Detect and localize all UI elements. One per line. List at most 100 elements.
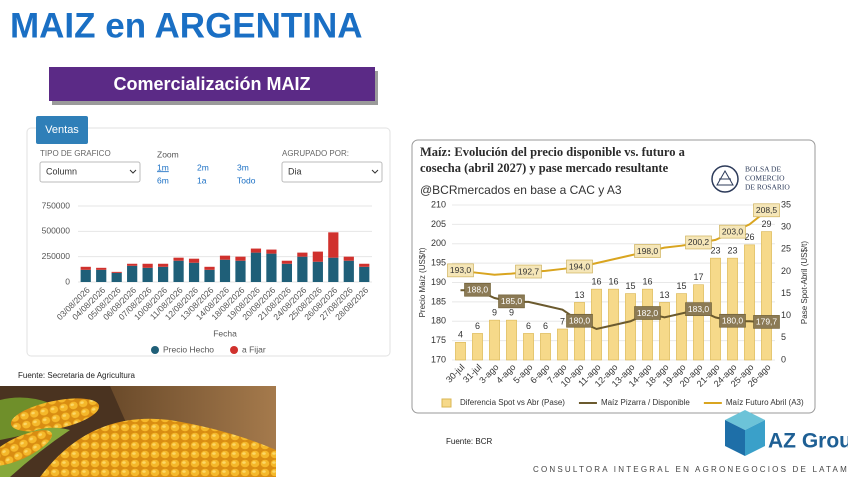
bar-segment xyxy=(297,252,308,257)
bar-segment xyxy=(281,260,293,264)
line xyxy=(460,210,768,276)
bar-value-label: 15 xyxy=(625,281,635,291)
value-label: 208,5 xyxy=(756,205,778,215)
bar-segment xyxy=(173,260,184,282)
bcr-logo-text: DE ROSARIO xyxy=(745,183,790,192)
y2-tick-label: 20 xyxy=(781,266,791,276)
bar-value-label: 16 xyxy=(642,277,652,287)
value-label: 183,0 xyxy=(688,304,710,314)
bar-segment xyxy=(127,263,138,266)
y-axis-title: Precio Maíz (US$/t) xyxy=(418,247,427,317)
corn-photo xyxy=(0,386,276,477)
bar-segment xyxy=(343,256,354,261)
zoom-option[interactable]: 6m xyxy=(157,175,169,185)
value-label: 180,0 xyxy=(569,316,591,326)
zoom-option[interactable]: Todo xyxy=(237,175,256,185)
chart-title: Maíz: Evolución del precio disponible vs… xyxy=(420,145,685,175)
bar xyxy=(761,231,772,361)
bar-segment xyxy=(111,271,122,273)
bar-value-label: 23 xyxy=(710,246,720,256)
bar-value-label: 17 xyxy=(693,272,703,282)
bar xyxy=(659,302,670,361)
select[interactable] xyxy=(281,161,383,183)
y-tick-label: 210 xyxy=(431,199,446,209)
chart-subtitle: @BCRmercados en base a CAC y A3 xyxy=(420,183,622,197)
bar-value-label: 9 xyxy=(492,308,497,318)
y-tick-label: 750000 xyxy=(42,200,71,210)
value-label-box xyxy=(566,313,593,328)
control-label: Zoom xyxy=(157,149,179,159)
bar-segment xyxy=(80,269,91,282)
value-label-box xyxy=(634,244,661,258)
control-label: TIPO DE GRAFICO xyxy=(40,149,111,158)
bar-segment xyxy=(96,269,107,282)
bar-segment xyxy=(80,266,91,270)
bcr-logo-text: COMERCIO xyxy=(745,174,785,183)
bar xyxy=(489,319,500,361)
bar-value-label: 29 xyxy=(761,219,771,229)
y2-axis-title: Pase Spot-Abril (US$/t) xyxy=(800,241,809,324)
value-label: 193,0 xyxy=(450,265,472,275)
value-label-box xyxy=(719,313,746,328)
bar-segment xyxy=(204,266,215,270)
value-label-box xyxy=(719,224,746,239)
legend-swatch xyxy=(230,346,239,354)
source: Fuente: Secretaria de Agricultura xyxy=(18,371,136,380)
bar xyxy=(455,341,466,361)
value-label: 198,0 xyxy=(637,246,659,256)
legend-swatch xyxy=(441,398,452,408)
value-label-box xyxy=(447,263,474,278)
banner-text: Comercialización MAIZ xyxy=(113,74,310,94)
bar-segment xyxy=(266,253,277,282)
bcr-logo: BOLSA DE COMERCIO DE ROSARIO xyxy=(711,165,790,193)
bar-value-label: 6 xyxy=(543,321,548,331)
bar-value-label: 13 xyxy=(574,290,584,300)
bar-value-label: 15 xyxy=(676,281,686,291)
bar xyxy=(506,319,517,361)
value-label: 203,0 xyxy=(722,226,744,236)
zoom-option[interactable]: 2m xyxy=(197,162,209,172)
bar-segment xyxy=(142,263,153,268)
bar-value-label: 26 xyxy=(744,232,754,242)
bar-segment xyxy=(297,256,308,282)
x-axis-title: Fecha xyxy=(213,328,237,338)
select-value[interactable]: Dia xyxy=(288,166,302,176)
value-label: 200,2 xyxy=(688,237,710,247)
tab-label[interactable]: Ventas xyxy=(45,124,79,136)
value-label: 194,0 xyxy=(569,261,591,271)
zoom-option[interactable]: 1a xyxy=(197,175,207,185)
value-label: 185,0 xyxy=(501,296,523,306)
bar-segment xyxy=(96,267,107,270)
value-label-box xyxy=(685,235,712,250)
zoom-option[interactable]: 1m xyxy=(157,162,169,172)
bar-segment xyxy=(219,259,231,282)
bar-segment xyxy=(343,260,354,282)
y-tick-label: 175 xyxy=(431,335,446,345)
y-tick-label: 195 xyxy=(431,258,446,268)
legend-label: Precio Hecho xyxy=(163,344,214,354)
select-value[interactable]: Column xyxy=(46,166,77,176)
widget-panel xyxy=(26,127,391,357)
bar-segment xyxy=(235,260,246,282)
bar xyxy=(523,333,534,361)
legend-label: Maíz Futuro Abril (A3) xyxy=(726,398,804,407)
value-label: 180,0 xyxy=(722,316,744,326)
y-tick-label: 180 xyxy=(431,316,446,326)
value-label: 182,0 xyxy=(637,308,659,318)
bar-segment xyxy=(219,255,231,260)
tab[interactable] xyxy=(36,116,88,144)
select[interactable] xyxy=(39,161,141,183)
bar-value-label: 13 xyxy=(659,290,669,300)
bar xyxy=(642,288,653,361)
value-label: 179,7 xyxy=(756,317,778,327)
bar xyxy=(727,257,738,361)
zoom-option[interactable]: 3m xyxy=(237,162,249,172)
bar-segment xyxy=(359,263,370,267)
y-tick-label: 0 xyxy=(65,276,70,286)
value-label-box xyxy=(498,294,525,309)
bar-segment xyxy=(142,267,153,282)
bar-value-label: 9 xyxy=(509,308,514,318)
bar-value-label: 6 xyxy=(475,321,480,331)
